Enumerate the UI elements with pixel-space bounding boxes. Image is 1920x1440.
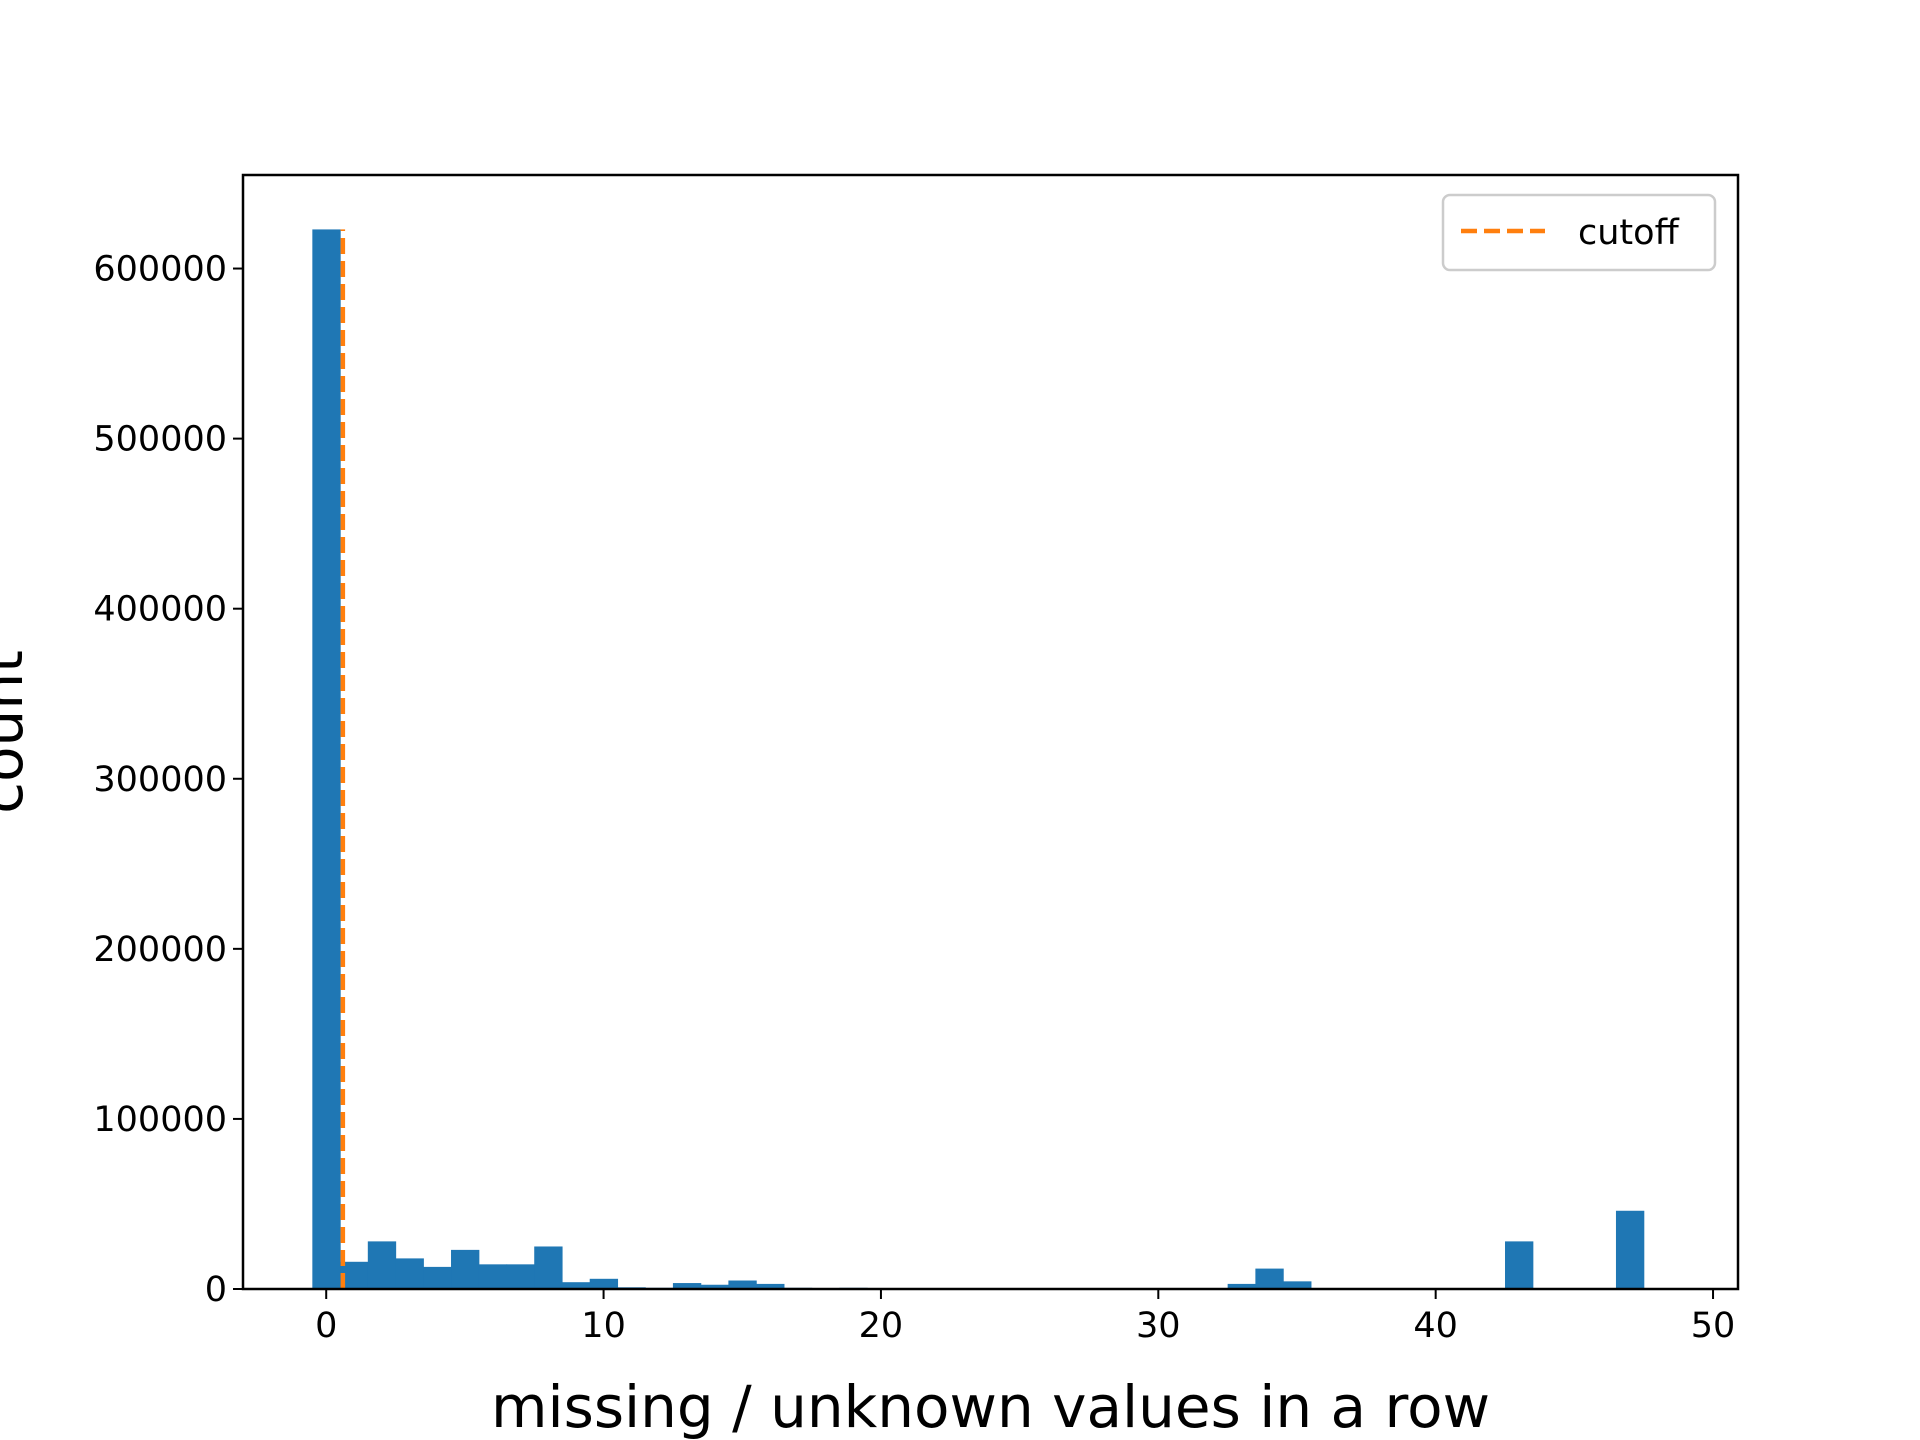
x-tick-label-50: 50: [1691, 1306, 1736, 1346]
x-tick-label-40: 40: [1413, 1306, 1458, 1346]
histogram-bar-4: [423, 1266, 452, 1289]
histogram-bar-10: [589, 1278, 619, 1289]
histogram-bar-15: [728, 1280, 757, 1289]
x-tick-label-30: 30: [1136, 1306, 1181, 1346]
y-tick-label-600000: 600000: [93, 250, 227, 290]
bars-layer: [312, 229, 1645, 1289]
y-tick-label-400000: 400000: [93, 590, 227, 630]
y-tick-label-500000: 500000: [93, 420, 227, 460]
x-ticks: 0 10 20 30 40 50: [315, 1289, 1735, 1346]
y-ticks: 0 100000 200000 300000 400000 500000 600000: [93, 250, 243, 1310]
y-axis-title: count: [0, 650, 36, 814]
y-tick-label-200000: 200000: [93, 930, 227, 970]
x-tick-label-0: 0: [315, 1306, 337, 1346]
legend-cutoff-label: cutoff: [1578, 213, 1680, 253]
histogram-bar-0: [312, 229, 341, 1289]
x-tick-label-10: 10: [581, 1306, 626, 1346]
histogram-bar-16: [756, 1283, 785, 1289]
histogram-bar-2: [367, 1241, 397, 1289]
legend: cutoff: [1441, 193, 1717, 272]
legend-box: [1441, 193, 1717, 272]
histogram-bar-13: [672, 1283, 702, 1289]
histogram-bar-9: [561, 1282, 591, 1289]
histogram-bar-3: [395, 1258, 424, 1289]
x-axis-title: missing / unknown values in a row: [491, 1373, 1490, 1440]
histogram-bar-21: [1283, 1281, 1312, 1289]
plot-frame: [241, 173, 1740, 1291]
histogram-bar-22: [1505, 1241, 1534, 1289]
histogram-bar-5: [451, 1249, 480, 1289]
histogram-bar-14: [700, 1284, 729, 1289]
histogram-bar-6: [478, 1264, 508, 1289]
x-tick-label-20: 20: [859, 1306, 904, 1346]
histogram-bar-19: [1227, 1283, 1256, 1289]
histogram-bar-8: [534, 1246, 563, 1289]
y-tick-label-300000: 300000: [93, 760, 227, 800]
histogram-bar-20: [1255, 1268, 1284, 1289]
y-tick-label-0: 0: [205, 1270, 227, 1310]
y-tick-label-100000: 100000: [93, 1100, 227, 1140]
histogram-bar-7: [506, 1264, 535, 1289]
histogram-bar-23: [1615, 1210, 1645, 1289]
